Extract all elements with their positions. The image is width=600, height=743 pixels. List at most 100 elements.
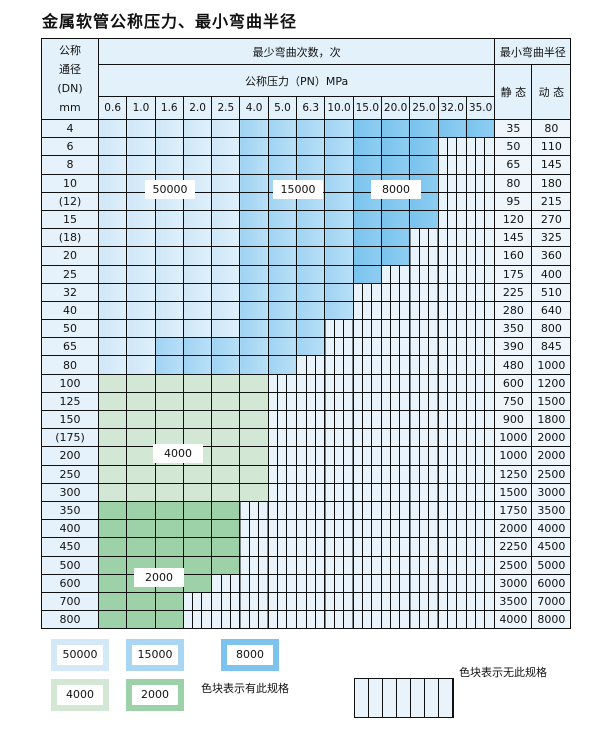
no-spec-cell (324, 610, 354, 630)
dn-cell: 80 (41, 355, 99, 375)
cycles-cell-50000 (211, 155, 241, 175)
cycles-cell-4000 (239, 482, 269, 502)
no-spec-cell (465, 446, 496, 466)
cycles-cell-50000 (97, 118, 128, 139)
no-spec-cell (437, 446, 467, 466)
no-spec-cell (352, 428, 382, 448)
no-spec-cell (409, 355, 439, 375)
no-spec-cell (380, 519, 411, 539)
no-spec-cell (409, 500, 439, 521)
no-spec-cell (437, 555, 467, 575)
no-spec-cell (409, 428, 439, 448)
cycles-cell-50000 (154, 209, 184, 230)
dynamic-radius-cell: 1800 (531, 409, 572, 430)
cycles-cell-2000 (182, 537, 213, 557)
table-row: 200 1000 2000 (41, 446, 572, 466)
cycles-cell-50000 (97, 264, 128, 284)
dynamic-header: 动 态 (531, 64, 572, 120)
no-spec-cell (380, 264, 411, 284)
no-spec-cell (267, 591, 298, 612)
cycles-cell-50000 (126, 319, 156, 339)
cycles-cell-15000 (239, 228, 269, 248)
table-row: 600 3000 6000 (41, 573, 572, 593)
cycles-cell-4000 (182, 391, 213, 412)
no-spec-cell (296, 355, 326, 375)
cycles-cell-50000 (154, 319, 184, 339)
cycles-cell-2000 (97, 610, 128, 630)
cycles-cell-15000 (267, 137, 298, 157)
dynamic-radius-cell: 80 (531, 118, 572, 139)
legend-8000: 8000 (221, 639, 279, 671)
no-spec-cell (380, 373, 411, 393)
no-spec-cell (380, 573, 411, 593)
static-radius-cell: 1500 (494, 482, 533, 502)
cycles-cell-2000 (182, 555, 213, 575)
no-spec-cell (465, 173, 496, 193)
legend-15000: 15000 (126, 639, 184, 671)
cycles-cell-50000 (126, 228, 156, 248)
no-spec-cell (465, 282, 496, 302)
no-spec-cell (352, 319, 382, 339)
cycles-cell-15000 (296, 155, 326, 175)
dn-header-line: (DN) (57, 82, 83, 95)
dynamic-radius-cell: 800 (531, 319, 572, 339)
cycles-cell-15000 (296, 137, 326, 157)
no-spec-cell (465, 246, 496, 266)
cycles-cell-15000 (267, 264, 298, 284)
cycles-cell-15000 (296, 282, 326, 302)
no-spec-cell (437, 610, 467, 630)
cycles-cell-2000 (154, 500, 184, 521)
no-spec-cell (437, 573, 467, 593)
cycles-cell-8000 (352, 137, 382, 157)
table-row: (18) 145 325 (41, 228, 572, 248)
dynamic-radius-cell: 360 (531, 246, 572, 266)
cycles-cell-50000 (154, 137, 184, 157)
cycles-cell-15000 (154, 355, 184, 375)
dynamic-radius-cell: 5000 (531, 555, 572, 575)
no-spec-cell (296, 519, 326, 539)
no-spec-cell (267, 446, 298, 466)
no-spec-cell (437, 519, 467, 539)
no-spec-cell (324, 446, 354, 466)
region-label-15000: 15000 (273, 180, 323, 199)
no-spec-cell (324, 428, 354, 448)
cycles-cell-15000 (324, 209, 354, 230)
cycles-cell-4000 (182, 409, 213, 430)
cycles-cell-4000 (182, 373, 213, 393)
no-spec-cell (465, 191, 496, 211)
no-spec-cell (324, 500, 354, 521)
cycles-cell-50000 (126, 118, 156, 139)
pressure-column-header: 10.0 (324, 96, 354, 120)
static-radius-cell: 750 (494, 391, 533, 412)
dn-cell: 800 (41, 610, 99, 630)
no-spec-cell (267, 482, 298, 502)
no-spec-cell (352, 610, 382, 630)
cycles-cell-50000 (97, 173, 128, 193)
cycles-cell-50000 (154, 228, 184, 248)
no-spec-cell (465, 409, 496, 430)
no-spec-cell (296, 409, 326, 430)
no-spec-cell (465, 391, 496, 412)
no-spec-cell (352, 464, 382, 484)
cycles-cell-50000 (211, 118, 241, 139)
cycles-cell-15000 (239, 191, 269, 211)
dynamic-radius-cell: 640 (531, 300, 572, 321)
table-row: 50 350 800 (41, 319, 572, 339)
no-spec-cell (465, 337, 496, 357)
cycles-cell-2000 (154, 610, 184, 630)
cycles-cell-4000 (97, 409, 128, 430)
cycles-cell-50000 (126, 155, 156, 175)
no-spec-cell (465, 228, 496, 248)
table-row: 40 280 640 (41, 300, 572, 321)
cycles-cell-2000 (97, 519, 128, 539)
cycles-cell-50000 (154, 155, 184, 175)
table-row: 800 4000 8000 (41, 610, 572, 630)
no-spec-cell (352, 537, 382, 557)
cycles-cell-4000 (126, 373, 156, 393)
dn-cell: 350 (41, 500, 99, 521)
no-spec-cell (380, 300, 411, 321)
cycles-cell-15000 (267, 155, 298, 175)
no-spec-cell (437, 246, 467, 266)
no-spec-cell (437, 500, 467, 521)
dn-cell: 50 (41, 319, 99, 339)
